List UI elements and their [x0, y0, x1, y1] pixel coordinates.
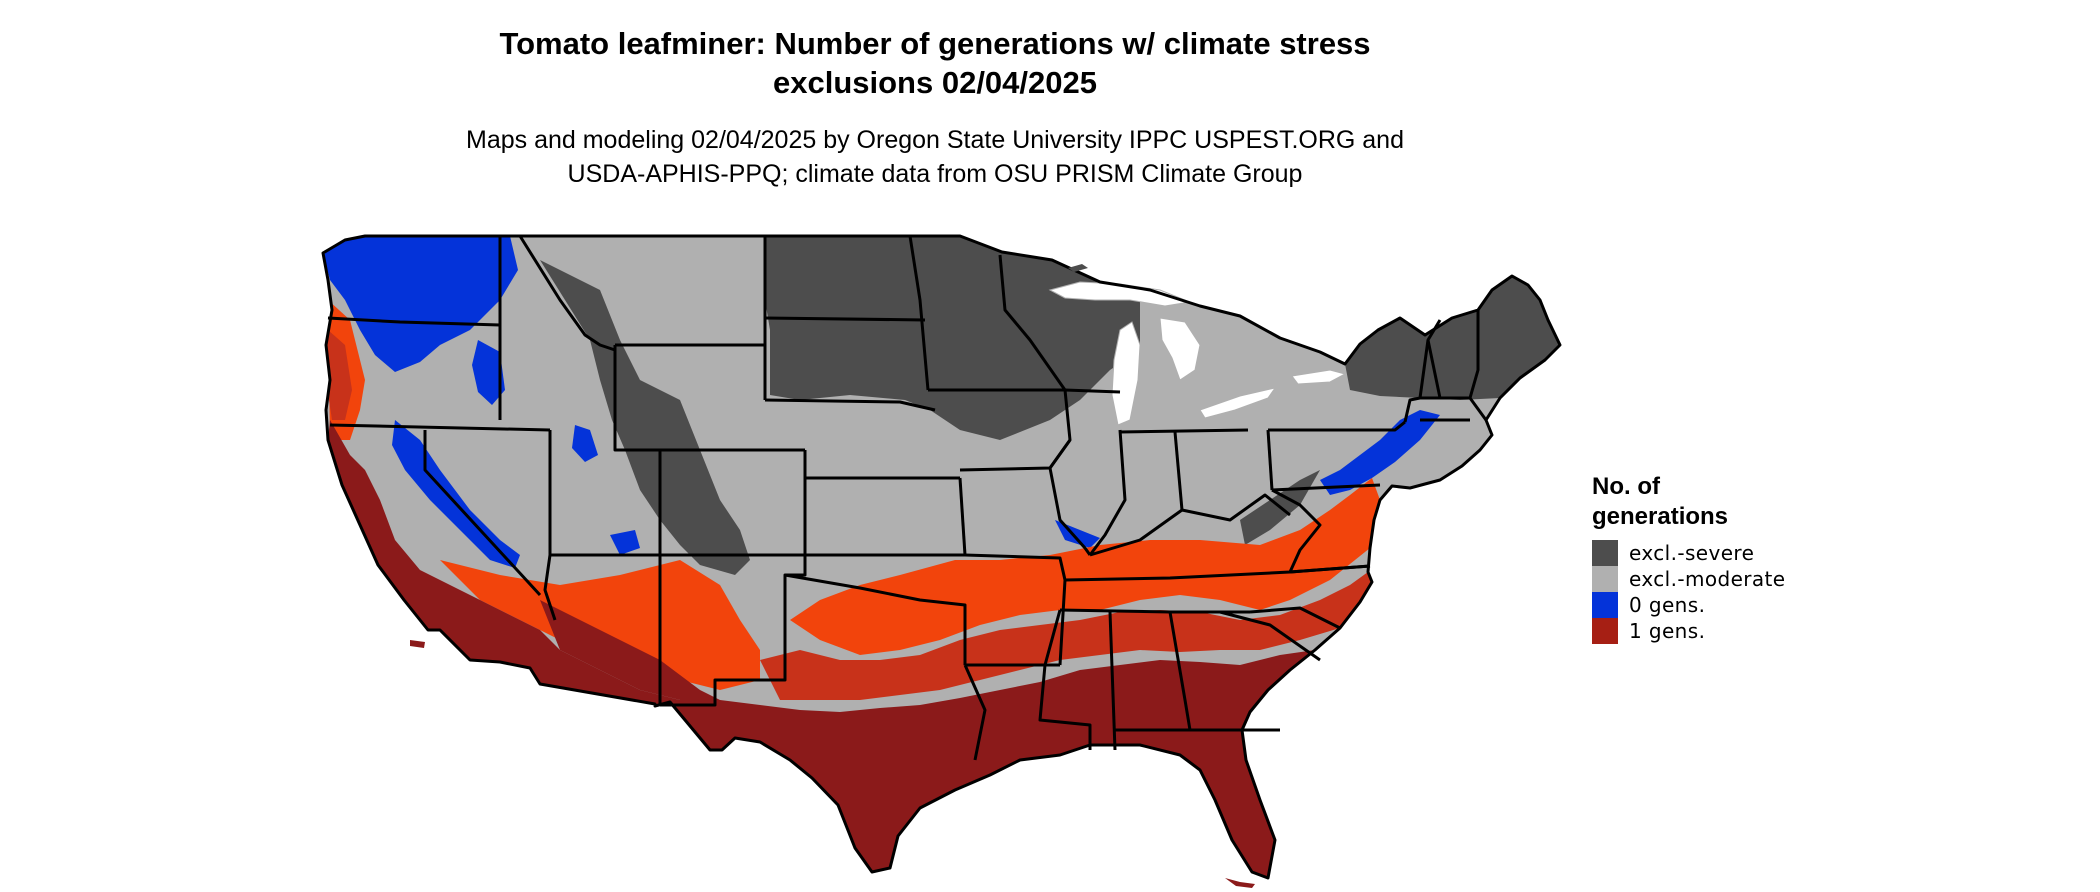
border-or-ca-nv-id — [329, 423, 551, 432]
border-in-oh — [1173, 431, 1184, 511]
border-nh-me — [1468, 310, 1480, 399]
zone-excl-severe-northeast — [1345, 276, 1560, 400]
border-nd-mn — [908, 235, 930, 391]
border-oh-pa — [1266, 429, 1274, 491]
border-ks-mo — [958, 477, 967, 556]
zone-0-gens-arizona-rim — [610, 530, 640, 555]
border-il-west — [1048, 439, 1092, 556]
channel-islands — [410, 640, 425, 648]
florida-keys — [1225, 878, 1255, 888]
map-subtitle-line-1: Maps and modeling 02/04/2025 by Oregon S… — [466, 126, 1404, 154]
border-pa-ny — [1268, 420, 1406, 432]
legend-title-line-1: No. of — [1592, 473, 1660, 500]
border-va-nc — [1289, 564, 1371, 574]
legend-label-excl-moderate: excl.-moderate — [1629, 567, 1786, 591]
legend-label-1-gens: 1 gens. — [1629, 619, 1706, 643]
legend-swatch-excl-severe — [1592, 540, 1618, 566]
legend-label-excl-severe: excl.-severe — [1629, 541, 1755, 565]
border-id-mt — [518, 235, 616, 352]
isle-royale — [1068, 264, 1088, 272]
lake-ontario — [1291, 369, 1347, 385]
border-nm-tx — [660, 555, 807, 707]
legend-items: excl.-severe excl.-moderate 0 gens. 1 ge… — [1592, 540, 1786, 644]
great-lakes — [1048, 281, 1347, 426]
border-nv-az — [543, 430, 557, 621]
lake-huron — [1159, 317, 1201, 381]
border-mo-ar — [964, 553, 1067, 666]
legend-item-1-gens: 1 gens. — [1592, 618, 1786, 644]
zone-0-gens-utah — [572, 425, 598, 462]
border-tx-la — [963, 664, 987, 761]
border-vt-nh — [1426, 339, 1442, 399]
zone-0-gens-mid-atlantic — [1320, 410, 1440, 495]
legend-item-excl-severe: excl.-severe — [1592, 540, 1786, 566]
legend-item-0-gens: 0 gens. — [1592, 592, 1786, 618]
border-sd-ne — [764, 398, 936, 412]
map-title-line-2: exclusions 02/04/2025 — [772, 65, 1097, 100]
border-wy-co-ut — [613, 345, 662, 555]
map-title: Tomato leafminer: Number of generations … — [200, 24, 1670, 102]
legend-label-0-gens: 0 gens. — [1629, 593, 1706, 617]
legend-swatch-0-gens — [1592, 592, 1618, 618]
zone-1-gens-transition — [328, 300, 1380, 690]
border-ms-al — [1108, 611, 1117, 751]
border-wv-va — [1271, 488, 1322, 573]
map-subtitle-line-2: USDA-APHIS-PPQ; climate data from OSU PR… — [567, 160, 1303, 188]
map-title-line-1: Tomato leafminer: Number of generations … — [499, 26, 1371, 61]
legend-swatch-1-gens — [1592, 618, 1618, 644]
legend-swatch-excl-moderate — [1592, 566, 1618, 592]
zone-1-gens-oregon-coast — [326, 330, 352, 420]
legend-title: No. of generations — [1592, 472, 1786, 532]
border-nc-sc — [1249, 606, 1341, 630]
border-il-in — [1088, 429, 1127, 556]
lake-michigan — [1111, 321, 1141, 426]
border-ky-north — [1089, 493, 1291, 557]
map-legend: No. of generations excl.-severe excl.-mo… — [1592, 472, 1786, 644]
map-subtitle: Maps and modeling 02/04/2025 by Oregon S… — [200, 123, 1670, 191]
border-pa-south — [1271, 483, 1381, 492]
zone-0-gens-pacific-northwest — [323, 236, 518, 372]
islands — [410, 264, 1255, 888]
border-nd-sd — [764, 316, 926, 322]
border-al-ga — [1168, 611, 1280, 732]
zone-1-gens-southwest-desert — [540, 600, 720, 700]
lake-erie — [1199, 387, 1277, 419]
border-ga-sc — [1219, 610, 1321, 662]
border-new-england — [1420, 396, 1488, 421]
legend-item-excl-moderate: excl.-moderate — [1592, 566, 1786, 592]
zone-0-gens-idaho — [472, 340, 505, 405]
state-borders — [321, 234, 1562, 880]
border-mi-in-oh — [1119, 428, 1249, 434]
legend-title-line-2: generations — [1592, 503, 1729, 530]
border-wa-or — [327, 316, 501, 327]
border-ok-tx — [784, 573, 967, 665]
border-ms-west — [1038, 609, 1092, 750]
border-ca-nv — [423, 430, 542, 597]
border-wi-il — [1064, 388, 1121, 394]
zone-1-gens-mid — [760, 572, 1372, 700]
border-mn-wi — [998, 254, 1067, 391]
